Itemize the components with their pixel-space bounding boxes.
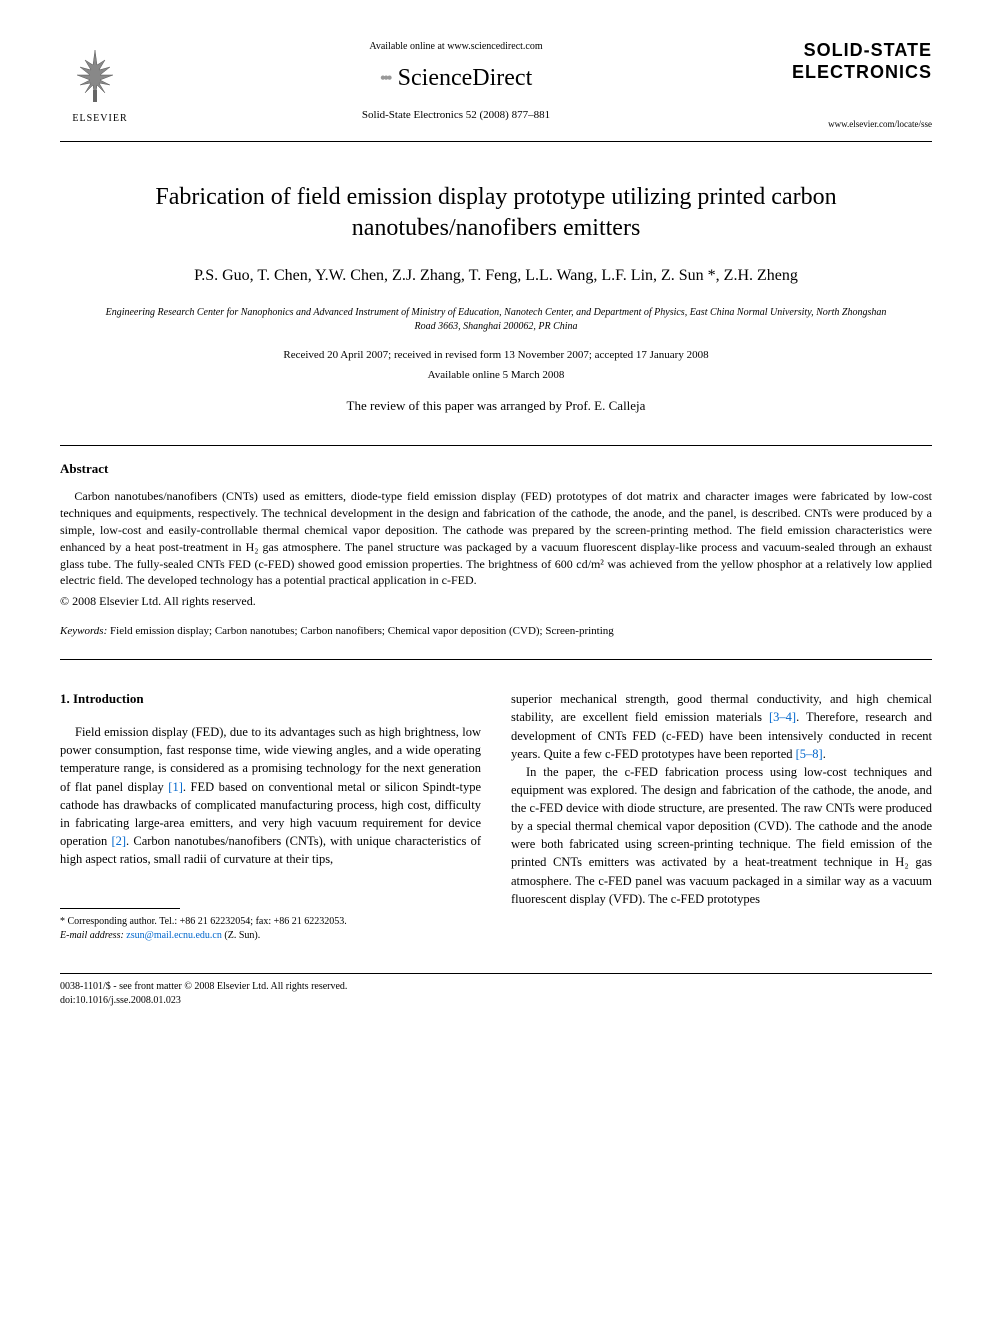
- email-name: (Z. Sun).: [222, 930, 260, 941]
- citation-text: Solid-State Electronics 52 (2008) 877–88…: [140, 108, 772, 123]
- article-title: Fabrication of field emission display pr…: [90, 182, 902, 244]
- reference-link-58[interactable]: [5–8]: [796, 747, 823, 761]
- corr-author-tel: * Corresponding author. Tel.: +86 21 622…: [60, 915, 481, 929]
- sciencedirect-logo: ••• ScienceDirect: [140, 62, 772, 96]
- sciencedirect-label: ScienceDirect: [398, 62, 533, 96]
- locate-url: www.elsevier.com/locate/sse: [772, 118, 932, 131]
- journal-name-line1: SOLID-STATE: [772, 40, 932, 62]
- right-column: superior mechanical strength, good therm…: [511, 690, 932, 943]
- elsevier-label: ELSEVIER: [60, 112, 140, 126]
- intro-paragraph-1-cont: superior mechanical strength, good therm…: [511, 690, 932, 763]
- elsevier-tree-icon: [60, 40, 130, 110]
- intro-paragraph-2: In the paper, the c-FED fabrication proc…: [511, 763, 932, 908]
- authors-list: P.S. Guo, T. Chen, Y.W. Chen, Z.J. Zhang…: [60, 264, 932, 288]
- available-date: Available online 5 March 2008: [60, 368, 932, 383]
- journal-name-line2: ELECTRONICS: [772, 62, 932, 84]
- available-online-text: Available online at www.sciencedirect.co…: [140, 40, 772, 54]
- abstract-heading: Abstract: [60, 460, 932, 478]
- email-link[interactable]: zsun@mail.ecnu.edu.cn: [124, 930, 222, 941]
- received-dates: Received 20 April 2007; received in revi…: [60, 348, 932, 363]
- keywords-label: Keywords:: [60, 625, 107, 637]
- intro-paragraph-1: Field emission display (FED), due to its…: [60, 723, 481, 868]
- body-columns: 1. Introduction Field emission display (…: [60, 690, 932, 943]
- header-center: Available online at www.sciencedirect.co…: [140, 40, 772, 123]
- left-column: 1. Introduction Field emission display (…: [60, 690, 481, 943]
- footer-issn: 0038-1101/$ - see front matter © 2008 El…: [60, 980, 932, 994]
- reference-link-1[interactable]: [1]: [168, 780, 183, 794]
- footer-doi: doi:10.1016/j.sse.2008.01.023: [60, 994, 932, 1008]
- page-header: ELSEVIER Available online at www.science…: [60, 40, 932, 142]
- journal-title-block: SOLID-STATE ELECTRONICS www.elsevier.com…: [772, 40, 932, 131]
- section-divider-2: [60, 659, 932, 660]
- keywords-line: Keywords: Field emission display; Carbon…: [60, 624, 932, 639]
- abstract-copyright: © 2008 Elsevier Ltd. All rights reserved…: [60, 593, 932, 610]
- corresponding-author-note: * Corresponding author. Tel.: +86 21 622…: [60, 915, 481, 943]
- footnote-separator: [60, 908, 180, 909]
- sciencedirect-dots-icon: •••: [380, 66, 390, 91]
- elsevier-logo-block: ELSEVIER: [60, 40, 140, 126]
- review-note: The review of this paper was arranged by…: [60, 397, 932, 415]
- page-footer: 0038-1101/$ - see front matter © 2008 El…: [60, 973, 932, 1008]
- email-label: E-mail address:: [60, 930, 124, 941]
- section-divider: [60, 445, 932, 446]
- intro-heading: 1. Introduction: [60, 690, 481, 709]
- affiliation: Engineering Research Center for Nanophon…: [100, 306, 892, 334]
- reference-link-34[interactable]: [3–4]: [769, 710, 796, 724]
- reference-link-2[interactable]: [2]: [111, 834, 126, 848]
- intro-text-2c: .: [823, 747, 826, 761]
- keywords-text: Field emission display; Carbon nanotubes…: [107, 625, 614, 637]
- abstract-body: Carbon nanotubes/nanofibers (CNTs) used …: [60, 488, 932, 589]
- corr-author-email-line: E-mail address: zsun@mail.ecnu.edu.cn (Z…: [60, 929, 481, 943]
